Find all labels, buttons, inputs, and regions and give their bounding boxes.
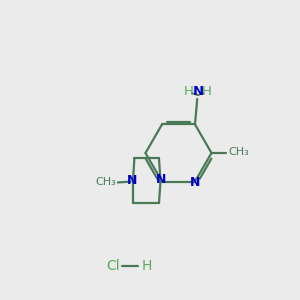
Text: CH₃: CH₃ [96, 177, 116, 187]
Text: H: H [183, 85, 193, 98]
Text: H: H [142, 259, 152, 272]
Text: H: H [202, 85, 212, 98]
Text: N: N [190, 176, 200, 189]
Text: N: N [192, 85, 203, 98]
Text: N: N [156, 173, 166, 186]
Text: Cl: Cl [106, 259, 120, 272]
Text: CH₃: CH₃ [228, 147, 249, 158]
Text: N: N [127, 174, 137, 187]
